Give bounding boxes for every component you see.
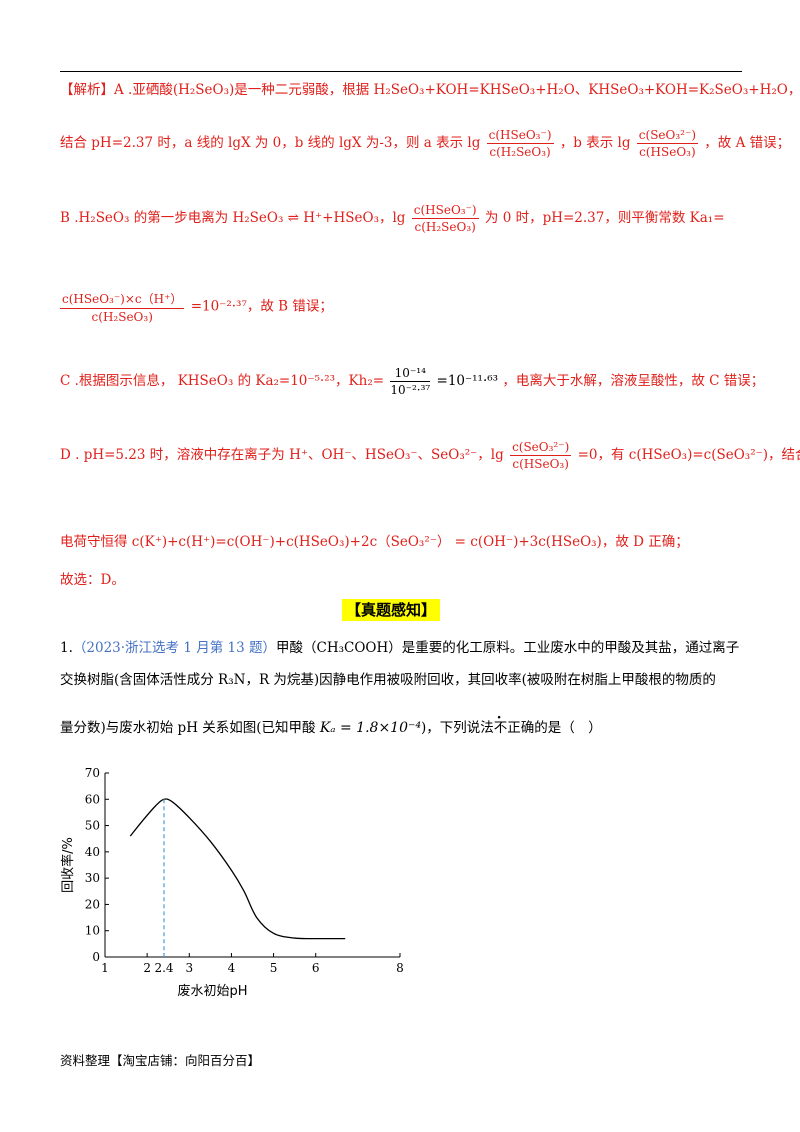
analysis-b1-pre: B .H₂SeO₃ 的第一步电离为 H₂SeO₃ ⇌ H⁺+HSeO₃，lg [60,210,406,226]
y-tick-label: 40 [85,845,100,859]
analysis-c-post: ，电离大于水解，溶液呈酸性，故 C 错误； [502,373,765,389]
analysis-conclusion: 故选：D。 [60,568,750,588]
x-tick-label: 3 [185,961,193,975]
question-number: 1. [60,640,73,656]
fraction-hseo3-h2seo3: c(HSeO₃⁻) c(H₂SeO₃) [486,128,554,159]
y-tick-label: 10 [85,924,100,938]
fraction-seo3-hseo3: c(SeO₃²⁻) c(HSeO₃) [636,128,698,159]
analysis-d-line1: D . pH=5.23 时，溶液中存在离子为 H⁺、OH⁻、HSeO₃⁻、SeO… [60,440,800,471]
y-tick-label: 0 [92,950,100,964]
footer-text: 资料整理【淘宝店铺：向阳百分百】 [60,1053,261,1068]
question-text-3-pre: 量分数)与废水初始 pH 关系如图(已知甲酸 [60,720,316,736]
question-line1: 1.（2023·浙江选考 1 月第 13 题）甲酸（CH₃COOH）是重要的化工… [60,636,750,656]
analysis-a-line1: 【解析】A .亚硒酸(H₂SeO₃)是一种二元弱酸，根据 H₂SeO₃+KOH=… [60,78,800,98]
emphasis-not-correct: 不正确 [494,720,535,736]
x-tick-label: 5 [270,961,278,975]
y-tick-label: 60 [85,792,100,806]
x-tick-label: 8 [396,961,404,975]
question-text-2: 交换树脂(含固体活性成分 R₃N，R 为烷基)因静电作用被吸附回收，其回收率(被… [60,672,716,688]
analysis-d2-text: 电荷守恒得 c(K⁺)+c(H⁺)=c(OH⁻)+c(HSeO₃)+2c（SeO… [60,534,689,550]
y-tick-label: 30 [85,871,100,885]
section-title: 【真题感知】 [342,599,441,621]
question-line2: 交换树脂(含固体活性成分 R₃N，R 为烷基)因静电作用被吸附回收，其回收率(被… [60,668,750,688]
y-tick-label: 20 [85,897,100,911]
question-text-3-post: 的是（ ） [534,720,602,736]
y-tick-label: 70 [85,766,100,780]
analysis-d-line2: 电荷守恒得 c(K⁺)+c(H⁺)=c(OH⁻)+c(HSeO₃)+2c（SeO… [60,530,750,550]
header-rule [60,71,742,72]
analysis-c-mid: =10⁻¹¹·⁶³ [436,373,499,389]
fraction-kh2: 10⁻¹⁴ 10⁻²·³⁷ [390,366,431,397]
recovery-rate-chart: 0 10 20 30 40 50 60 70 1 2 2.4 3 4 5 6 8 废水初始pH 回收率/% [60,766,404,999]
analysis-b2-post: =10⁻²·³⁷，故 B 错误； [190,298,333,315]
analysis-d1-pre: D . pH=5.23 时，溶液中存在离子为 H⁺、OH⁻、HSeO₃⁻、SeO… [60,447,504,463]
fraction-b1: c(HSeO₃⁻) c(H₂SeO₃) [411,203,479,234]
x-tick-label: 2.4 [154,961,173,975]
question-source: （2023·浙江选考 1 月第 13 题） [72,640,276,656]
analysis-c-line: C .根据图示信息， KHSeO₃ 的 Ka₂=10⁻⁵·²³，Kh₂= 10⁻… [60,366,764,397]
ka-formula: Kₐ = 1.8×10⁻⁴ [319,720,421,736]
question-text-3-mid: )，下列说法 [421,720,494,736]
x-tick-label: 6 [312,961,320,975]
fraction-ka1: c(HSeO₃⁻)×c（H⁺） c(H₂SeO₃) [60,292,185,324]
recovery-curve [129,798,346,940]
x-tick-label: 2 [143,961,151,975]
analysis-c-pre: C .根据图示信息， KHSeO₃ 的 Ka₂=10⁻⁵·²³，Kh₂= [60,373,385,389]
analysis-b-line1: B .H₂SeO₃ 的第一步电离为 H₂SeO₃ ⇌ H⁺+HSeO₃，lg c… [60,203,750,234]
analysis-a2-mid: ，b 表示 lg [559,135,631,151]
analysis-d1-post: =0，有 c(HSeO₃)=c(SeO₃²⁻)，结合 [577,447,800,463]
x-tick-label: 1 [101,961,109,975]
analysis-a2-pre: 结合 pH=2.37 时，a 线的 lgX 为 0，b 线的 lgX 为-3，则… [60,135,481,151]
conclusion-text: 故选：D。 [60,572,125,588]
question-line3: 量分数)与废水初始 pH 关系如图(已知甲酸 Kₐ = 1.8×10⁻⁴)，下列… [60,716,750,736]
y-axis-label: 回收率/% [60,837,76,893]
analysis-b-line2: c(HSeO₃⁻)×c（H⁺） c(H₂SeO₃) =10⁻²·³⁷，故 B 错… [60,290,750,324]
y-tick-label: 50 [85,819,100,833]
x-tick-label: 4 [228,961,236,975]
fraction-d1: c(SeO₃²⁻) c(HSeO₃) [510,440,572,471]
analysis-a-text: 【解析】A .亚硒酸(H₂SeO₃)是一种二元弱酸，根据 H₂SeO₃+KOH=… [60,82,800,98]
analysis-a2-post: ，故 A 错误； [704,135,791,151]
question-text-1: 甲酸（CH₃COOH）是重要的化工原料。工业废水中的甲酸及其盐，通过离子 [275,640,740,656]
x-axis-label: 废水初始pH [177,983,247,999]
analysis-b1-post: 为 0 时，pH=2.37，则平衡常数 Ka₁= [484,210,725,226]
analysis-a-line2: 结合 pH=2.37 时，a 线的 lgX 为 0，b 线的 lgX 为-3，则… [60,128,790,159]
